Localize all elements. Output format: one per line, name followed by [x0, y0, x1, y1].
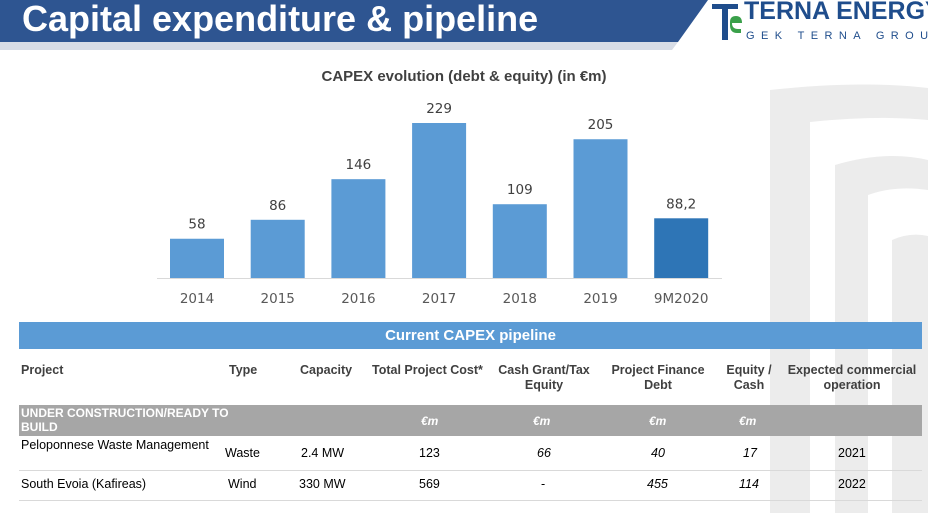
unit-equity: €m [739, 414, 757, 428]
unit-cash-grant: €m [533, 414, 551, 428]
unit-total-cost: €m [421, 414, 439, 428]
chart-title: CAPEX evolution (debt & equity) (in €m) [321, 68, 607, 85]
page-title: Capital expenditure & pipeline [22, 0, 539, 39]
bar-2018 [492, 204, 547, 278]
row-2-pf-debt: 455 [647, 477, 668, 491]
data-label-2019: 205 [588, 117, 614, 133]
row-1-cash-grant: 66 [537, 446, 551, 460]
row-2-equity: 114 [739, 477, 759, 491]
row-1-capacity: 2.4 MW [301, 446, 345, 460]
title-band [0, 0, 708, 50]
logo-name: TERNA ENERGY [744, 0, 928, 25]
bar-2017 [412, 123, 467, 278]
bar-2014 [170, 238, 224, 278]
row-2-cod: 2022 [838, 477, 866, 491]
section-label: UNDER CONSTRUCTION/READY TO BUILD [21, 406, 229, 434]
logo-subtitle: GEK TERNA GROUP [746, 30, 928, 42]
row-2-project: South Evoia (Kafireas) [21, 477, 147, 491]
bar-2016 [331, 179, 386, 278]
x-tick-label-2017: 2017 [422, 291, 456, 307]
data-label-2017: 229 [426, 101, 452, 117]
col-header-cod: Expected commercial operation [787, 363, 917, 392]
col-header-pf-debt: Project Finance Debt [611, 363, 705, 392]
x-tick-label-2015: 2015 [261, 291, 295, 307]
bar-9M2020 [654, 218, 709, 278]
row-divider [19, 470, 922, 471]
x-tick-label-9M2020: 9M2020 [654, 291, 709, 307]
pipeline-title: Current CAPEX pipeline [385, 327, 556, 344]
x-tick-label-2018: 2018 [503, 291, 537, 307]
data-label-2016: 146 [346, 157, 372, 173]
col-header-total-cost: Total Project Cost* [372, 363, 483, 377]
terna-logo-icon [712, 4, 742, 40]
row-1-pf-debt: 40 [651, 446, 665, 460]
col-header-cash-grant: Cash Grant/Tax Equity [498, 363, 590, 392]
row-2-capacity: 330 MW [299, 477, 346, 491]
row-divider [19, 500, 922, 501]
data-label-2014: 58 [188, 217, 205, 233]
col-header-type: Type [229, 363, 258, 377]
row-1-total-cost: 123 [419, 446, 440, 460]
col-header-capacity: Capacity [300, 363, 353, 377]
col-header-equity: Equity / Cash [726, 363, 772, 392]
section-row-under-construction: UNDER CONSTRUCTION/READY TO BUILD €m €m … [19, 405, 922, 436]
bar-2015 [250, 219, 305, 278]
x-tick-label-2016: 2016 [341, 291, 375, 307]
row-1-cod: 2021 [838, 446, 866, 460]
pipeline-header-band: Current CAPEX pipeline [19, 322, 922, 349]
x-tick-label-2019: 2019 [583, 291, 617, 307]
data-label-9M2020: 88,2 [666, 196, 696, 212]
company-logo: TERNA ENERGY GEK TERNA GROUP [706, 0, 928, 48]
row-1-project: Peloponnese Waste Management [21, 438, 209, 452]
data-label-2015: 86 [269, 198, 286, 214]
bar-2019 [573, 139, 628, 278]
row-1-equity: 17 [743, 446, 757, 460]
data-label-2018: 109 [507, 182, 533, 198]
unit-pf-debt: €m [649, 414, 667, 428]
row-2-total-cost: 569 [419, 477, 440, 491]
row-2-type: Wind [228, 477, 257, 491]
col-header-project: Project [21, 363, 64, 377]
row-1-type: Waste [225, 446, 260, 460]
x-tick-label-2014: 2014 [180, 291, 214, 307]
row-2-cash-grant: - [541, 477, 546, 491]
